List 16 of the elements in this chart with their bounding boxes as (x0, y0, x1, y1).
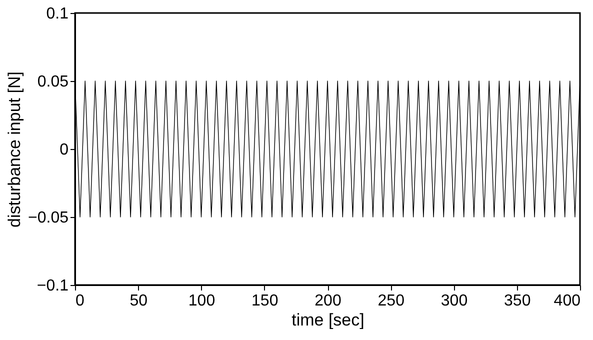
y-tick-label: −0.05 (28, 210, 69, 226)
y-tick-label: 0.1 (46, 6, 69, 22)
x-tick-label: 100 (188, 292, 216, 310)
x-tick-label: 350 (504, 292, 531, 310)
x-tick-label: 200 (314, 292, 342, 310)
y-axis-title: disturbance input [N] (5, 72, 24, 228)
y-tick-label: 0 (60, 142, 69, 158)
x-tick-label: 0 (76, 292, 84, 310)
y-tick-label: −0.1 (36, 278, 69, 294)
x-tick-label: 50 (130, 292, 148, 310)
x-tick-label: 400 (554, 292, 581, 310)
x-tick-label: 150 (252, 292, 278, 310)
x-tick-label: 250 (378, 292, 405, 310)
x-tick-label: 300 (440, 292, 468, 310)
x-axis-title: time [sec] (292, 310, 364, 330)
y-tick-label: 0.05 (37, 74, 69, 90)
